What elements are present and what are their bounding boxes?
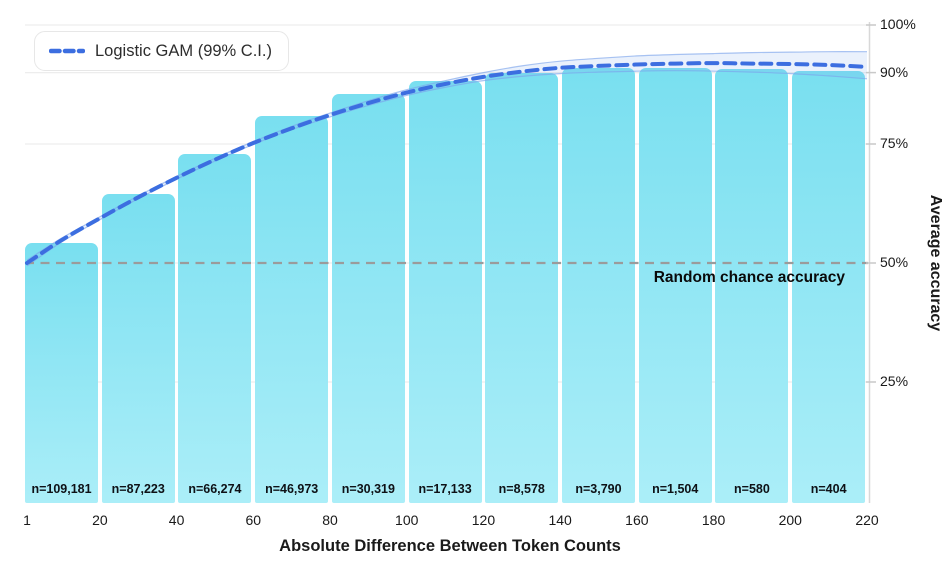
x-tick-label-40: 40 [168,512,185,528]
y-tick-label-90: 90% [880,63,909,80]
bar-bin-120-140[interactable]: n=8,578 [485,73,559,503]
x-tick-label-180: 180 [701,512,726,528]
y-axis-title: Average accuracy [927,194,944,332]
x-tick-label-200: 200 [778,512,802,528]
y-tick-label-75: 75% [880,135,909,151]
x-tick-label-1: 1 [23,512,31,528]
y-tick-label-100: 100% [880,16,916,32]
x-tick-label-100: 100 [395,512,419,528]
bar-bin-60-80[interactable]: n=46,973 [255,116,329,503]
x-tick-label-220: 220 [855,512,879,528]
bar-count-label: n=8,578 [498,481,545,496]
bar-count-label: n=1,504 [652,481,699,496]
bar-count-label: n=66,274 [188,481,242,496]
x-tick-label-120: 120 [471,512,496,528]
bar-count-label: n=404 [810,481,847,496]
bar-bin-100-120[interactable]: n=17,133 [408,81,482,503]
bar-count-label: n=17,133 [418,481,472,496]
x-tick-label-160: 160 [625,512,649,528]
y-tick-label-25: 25% [880,373,909,389]
x-tick-label-20: 20 [92,512,108,528]
x-tick-label-140: 140 [548,512,572,528]
bar-count-label: n=46,973 [265,481,319,496]
legend: Logistic GAM (99% C.I.) [34,31,289,71]
bar-bin-20-40[interactable]: n=87,223 [101,193,175,503]
bar-count-label: n=87,223 [111,481,165,496]
bar-count-label: n=30,319 [341,481,395,496]
bar-bin-1-20[interactable]: n=109,181 [25,243,99,503]
x-tick-label-60: 60 [245,512,262,528]
x-tick-label-80: 80 [322,512,338,528]
legend-line-icon [49,48,85,54]
x-axis-title: Absolute Difference Between Token Counts [279,537,621,555]
y-tick-label-50: 50% [880,254,909,270]
bar-count-label: n=580 [734,481,770,496]
bar-count-label: n=109,181 [31,481,92,496]
bar-bin-40-60[interactable]: n=66,274 [178,153,252,503]
bar-count-label: n=3,790 [575,481,622,496]
legend-label: Logistic GAM (99% C.I.) [95,41,272,60]
bar-bin-80-100[interactable]: n=30,319 [331,93,405,503]
reference-line-label: Random chance accuracy [653,269,845,286]
